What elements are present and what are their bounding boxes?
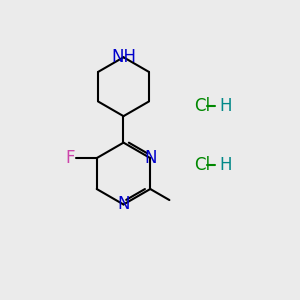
Text: Cl: Cl: [194, 97, 210, 115]
Text: N: N: [117, 196, 130, 214]
Text: H: H: [219, 156, 232, 174]
Text: H: H: [219, 97, 232, 115]
Text: Cl: Cl: [194, 156, 210, 174]
Text: N: N: [144, 149, 157, 167]
Text: F: F: [65, 149, 75, 167]
Text: NH: NH: [111, 48, 136, 66]
